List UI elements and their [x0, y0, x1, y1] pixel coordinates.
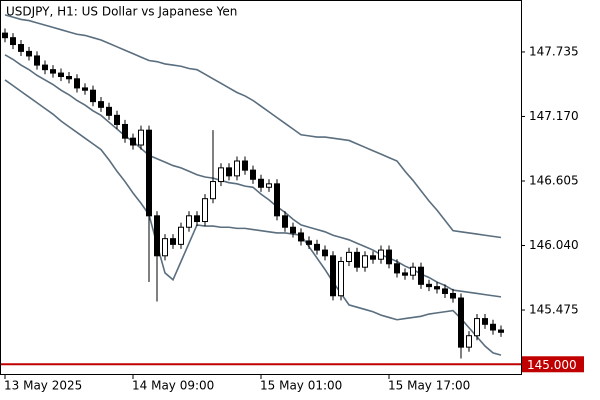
candle-body — [474, 318, 480, 337]
candle-body — [466, 335, 472, 348]
candle-body — [386, 249, 392, 265]
y-tick-label: 147.170 — [529, 109, 579, 123]
candle-body — [274, 183, 280, 217]
candle-body — [234, 160, 240, 177]
candle-body — [74, 78, 80, 89]
candle-body — [138, 129, 144, 146]
candle-body — [146, 129, 152, 217]
chart-title: USDJPY, H1: US Dollar vs Japanese Yen — [6, 5, 237, 19]
candle-body — [90, 89, 96, 103]
y-tick-label: 147.735 — [529, 44, 579, 58]
candle-body — [10, 37, 16, 46]
candle-body — [2, 32, 8, 39]
candle-body — [218, 167, 224, 183]
candle-body — [290, 226, 296, 234]
candle-body — [98, 101, 104, 108]
x-tick-label: 15 May 17:00 — [388, 379, 470, 393]
candle-body — [58, 72, 64, 78]
candle-body — [370, 255, 376, 260]
candle-body — [50, 69, 56, 74]
candle-body — [42, 64, 48, 71]
x-tick-label: 15 May 01:00 — [260, 379, 342, 393]
candle-body — [330, 255, 336, 297]
candle-body — [114, 114, 120, 125]
candle-body — [26, 50, 32, 57]
candle-body — [498, 329, 504, 333]
candle-body — [162, 238, 168, 257]
level-label-box — [522, 356, 584, 373]
candle-body — [354, 251, 360, 268]
plot-frame — [0, 0, 522, 375]
candle-body — [306, 240, 312, 245]
candle-body — [154, 215, 160, 257]
x-tick-label: 14 May 09:00 — [132, 379, 214, 393]
candle-body — [242, 160, 248, 171]
candle-body — [194, 215, 200, 223]
candle-body — [250, 169, 256, 180]
y-tick-label: 145.475 — [529, 303, 579, 317]
x-tick-label: 13 May 2025 — [4, 379, 82, 393]
candle-body — [346, 251, 352, 262]
candle-body — [18, 44, 24, 52]
y-tick-label: 146.040 — [529, 238, 579, 252]
candle-body — [410, 266, 416, 276]
candle-body — [202, 198, 208, 223]
candle-body — [226, 167, 232, 177]
candle-body — [34, 55, 40, 66]
candle-body — [402, 272, 408, 276]
candle-body — [66, 76, 72, 80]
band-line — [4, 79, 502, 356]
candle-body — [122, 123, 128, 139]
band-line — [4, 14, 502, 239]
candle-body — [210, 181, 216, 200]
candle-body — [338, 260, 344, 297]
candle-body — [266, 183, 272, 188]
candle-body — [458, 297, 464, 348]
candle-body — [426, 283, 432, 288]
candle-body — [298, 232, 304, 242]
y-tick-label: 146.605 — [529, 173, 579, 187]
candle-body — [178, 226, 184, 245]
candle-body — [282, 215, 288, 228]
candle-body — [394, 263, 400, 274]
candle-body — [170, 238, 176, 245]
candle-body — [258, 178, 264, 188]
candle-body — [378, 249, 384, 260]
candle-body — [82, 87, 88, 91]
candle-body — [314, 243, 320, 251]
candle-body — [434, 286, 440, 290]
candle-body — [442, 288, 448, 294]
candle-body — [482, 318, 488, 325]
candle-body — [186, 215, 192, 228]
candle-body — [450, 292, 456, 299]
candle-body — [322, 249, 328, 257]
candle-body — [490, 323, 496, 331]
candle-body — [130, 137, 136, 146]
candle-body — [362, 255, 368, 268]
level-label: 145.000 — [527, 358, 577, 372]
candle-body — [418, 266, 424, 285]
candle-body — [106, 106, 112, 116]
